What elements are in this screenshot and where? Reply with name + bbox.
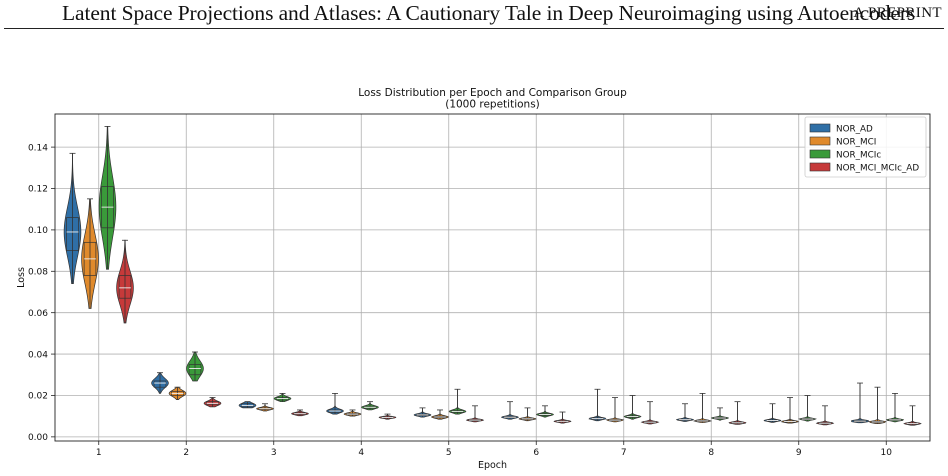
violin-nor-mci-epoch-6 xyxy=(518,407,537,422)
violin-nor-ad-epoch-1 xyxy=(63,152,82,285)
y-tick-label: 0.02 xyxy=(28,392,48,402)
violin-nor-mci-mcic-ad-epoch-8 xyxy=(728,401,747,425)
axes: 0.00 0.02 0.04 0.06 0.08 0.10 0.12 0.14 1 2 3 4 5 6 7 8… xyxy=(16,143,892,471)
violin-nor-ad-epoch-3 xyxy=(238,401,257,409)
violin-nor-ad-epoch-10 xyxy=(851,382,869,424)
violin-nor-mci-mcic-ad-epoch-2 xyxy=(203,397,222,408)
y-tick-label: 0.12 xyxy=(28,185,48,195)
epoch-group-1 xyxy=(63,126,134,324)
legend-swatch xyxy=(809,149,831,159)
y-tick-label: 0.06 xyxy=(28,309,48,319)
grid-lines xyxy=(55,114,930,441)
violin-nor-mcic-epoch-8 xyxy=(711,407,729,421)
epoch-group-7 xyxy=(588,388,660,425)
violin-nor-ad-epoch-5 xyxy=(413,407,432,418)
violin-nor-mci-mcic-ad-epoch-3 xyxy=(291,409,309,417)
violin-nor-ad-epoch-4 xyxy=(326,392,344,415)
legend-label: NOR_AD xyxy=(836,125,873,135)
paper-running-title: Latent Space Projections and Atlases: A … xyxy=(62,1,916,25)
violin-nor-ad-epoch-8 xyxy=(675,403,695,422)
header-divider xyxy=(4,28,944,29)
x-tick-label: 7 xyxy=(621,448,627,458)
violin-nor-mcic-epoch-1 xyxy=(98,126,117,270)
legend-label: NOR_MCI_MCIc_AD xyxy=(836,164,919,174)
violin-nor-mci-mcic-ad-epoch-4 xyxy=(378,413,397,420)
epoch-group-3 xyxy=(238,392,309,417)
violin-nor-mcic-epoch-3 xyxy=(273,392,292,403)
preprint-tag: A PREPRINT xyxy=(853,5,942,21)
y-tick-label: 0.14 xyxy=(28,143,48,153)
violin-nor-ad-epoch-6 xyxy=(500,401,520,420)
violin-nor-mci-epoch-3 xyxy=(256,403,274,412)
x-tick-label: 2 xyxy=(183,448,189,458)
x-tick-label: 3 xyxy=(271,448,277,458)
violin-nor-mci-epoch-4 xyxy=(343,409,362,417)
legend-label: NOR_MCI xyxy=(836,138,876,148)
epoch-group-2 xyxy=(151,351,222,408)
chart-title: Loss Distribution per Epoch and Comparis… xyxy=(358,87,627,111)
violin-nor-mci-epoch-5 xyxy=(431,409,449,420)
x-tick-label: 8 xyxy=(708,448,714,458)
violin-nor-mci-mcic-ad-epoch-1 xyxy=(116,239,134,324)
y-tick-label: 0.00 xyxy=(28,433,48,443)
legend-label: NOR_MCIc xyxy=(836,151,881,161)
legend-box xyxy=(804,116,927,178)
epoch-group-5 xyxy=(413,388,485,423)
violin-nor-mci-mcic-ad-epoch-7 xyxy=(640,401,660,425)
legend-swatch xyxy=(809,123,831,133)
x-tick-label: 9 xyxy=(796,448,802,458)
violin-nor-mcic-epoch-5 xyxy=(448,388,467,415)
x-tick-label: 6 xyxy=(533,448,539,458)
violin-iqr-box xyxy=(66,217,79,251)
violin-nor-ad-epoch-9 xyxy=(763,403,782,423)
chart-title-line: Loss Distribution per Epoch and Comparis… xyxy=(358,87,627,99)
legend-swatch xyxy=(809,162,831,172)
violin-nor-mci-mcic-ad-epoch-9 xyxy=(815,405,835,426)
y-tick-label: 0.04 xyxy=(28,350,48,360)
violin-iqr-box xyxy=(188,364,202,376)
x-tick-label: 1 xyxy=(96,448,102,458)
violin-nor-mcic-epoch-4 xyxy=(361,401,379,411)
violin-nor-mci-mcic-ad-epoch-10 xyxy=(903,405,922,426)
page-header: Latent Space Projections and Atlases: A … xyxy=(0,0,948,30)
violin-nor-mci-epoch-2 xyxy=(168,386,187,400)
violin-nor-mci-epoch-7 xyxy=(605,397,625,423)
violin-nor-mci-mcic-ad-epoch-5 xyxy=(465,405,485,423)
violin-nor-mcic-epoch-6 xyxy=(536,405,554,418)
x-tick-label: 10 xyxy=(881,448,893,458)
plot-frame xyxy=(54,113,931,442)
violin-nor-mci-epoch-10 xyxy=(868,386,887,424)
violin-nor-mcic-epoch-10 xyxy=(885,392,905,423)
epoch-group-4 xyxy=(326,392,397,420)
x-axis-label: Epoch xyxy=(478,460,507,471)
violin-nor-mcic-epoch-9 xyxy=(798,395,817,422)
violin-iqr-box xyxy=(153,380,167,388)
x-tick-label: 5 xyxy=(446,448,452,458)
violin-nor-mcic-epoch-7 xyxy=(623,395,642,420)
epoch-group-10 xyxy=(851,382,922,426)
violin-nor-mci-epoch-9 xyxy=(780,397,800,424)
violin-nor-ad-epoch-7 xyxy=(588,388,607,422)
violin-nor-mci-epoch-8 xyxy=(692,392,713,423)
epoch-group-8 xyxy=(675,392,747,425)
chart-title-line: (1000 repetitions) xyxy=(445,99,540,111)
epoch-group-6 xyxy=(500,401,572,424)
legend-swatch xyxy=(809,136,831,146)
y-tick-label: 0.08 xyxy=(28,267,48,277)
violin-nor-mci-mcic-ad-epoch-6 xyxy=(553,411,572,424)
y-axis-label: Loss xyxy=(16,267,27,288)
epoch-group-9 xyxy=(763,395,835,426)
legend: NOR_AD NOR_MCI NOR_MCIc NOR_MCI_MCIc_AD xyxy=(804,116,927,178)
violin-groups xyxy=(63,126,922,426)
violin-nor-mcic-epoch-2 xyxy=(186,351,204,382)
y-tick-label: 0.10 xyxy=(28,226,48,236)
x-tick-label: 4 xyxy=(358,448,364,458)
violin-nor-mci-epoch-1 xyxy=(81,198,99,309)
violin-iqr-box xyxy=(118,275,132,299)
violin-nor-ad-epoch-2 xyxy=(151,372,169,394)
